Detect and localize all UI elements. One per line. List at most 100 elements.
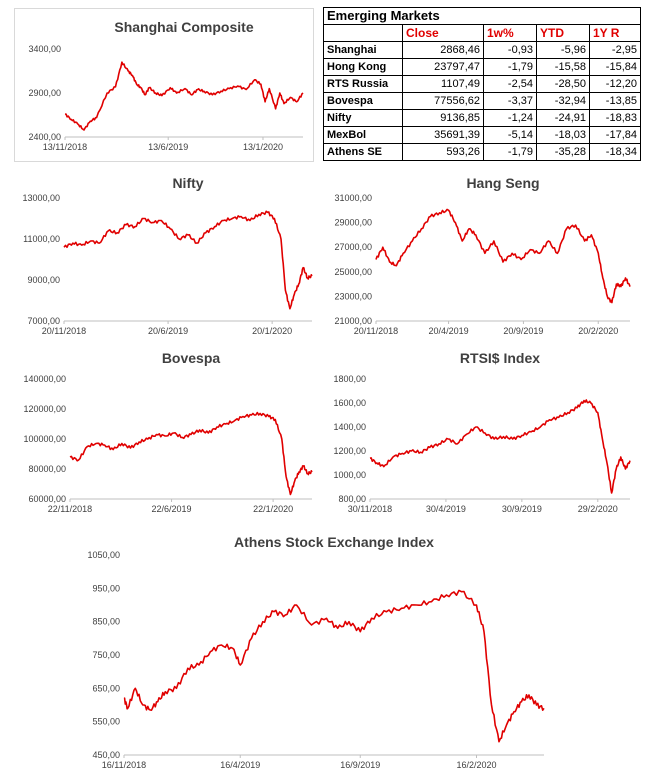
rtsi-ytick: 1200,00 — [333, 446, 366, 456]
table-title-row: Emerging Markets — [323, 7, 641, 25]
row-close: 2868,46 — [402, 41, 484, 59]
rtsi-ytick: 800,00 — [338, 494, 366, 504]
shanghai-title: Shanghai Composite — [114, 19, 253, 35]
rtsi-ytick: 1400,00 — [333, 422, 366, 432]
row-1yr: -12,20 — [589, 75, 641, 93]
rtsi-chart: RTSI$ Index 1800,00 1600,00 1400,00 1200,00 1… — [320, 343, 638, 521]
header-close: Close — [402, 24, 484, 42]
row-1yr: -15,84 — [589, 58, 641, 76]
athens-ytick: 650,00 — [92, 683, 120, 693]
athens-ytick: 550,00 — [92, 717, 120, 727]
nifty-xtick: 20/1/2020 — [252, 326, 292, 336]
row-ytd: -18,03 — [536, 126, 590, 144]
header-1w: 1w% — [483, 24, 537, 42]
row-close: 1107,49 — [402, 75, 484, 93]
row-name: Bovespa — [323, 92, 403, 110]
nifty-series-line — [63, 210, 313, 310]
rtsi-xtick: 29/2/2020 — [578, 504, 618, 514]
athens-xtick: 16/2/2020 — [456, 760, 496, 770]
shanghai-ytick: 2900,00 — [28, 88, 61, 98]
shanghai-xtick: 13/6/2019 — [148, 142, 188, 152]
row-name: MexBol — [323, 126, 403, 144]
hangseng-ytick: 21000,00 — [334, 316, 372, 326]
row-name: RTS Russia — [323, 75, 403, 93]
bovespa-ytick: 120000,00 — [23, 404, 66, 414]
rtsi-ytick: 1000,00 — [333, 470, 366, 480]
hangseng-svg: Hang Seng 31000,00 29000,00 27000,00 25000,0… — [334, 175, 631, 336]
nifty-ytick: 13000,00 — [22, 193, 60, 203]
hangseng-xtick: 20/11/2018 — [354, 326, 398, 336]
shanghai-series-line — [64, 61, 304, 131]
shanghai-xtick: 13/11/2018 — [43, 142, 87, 152]
rtsi-xtick: 30/9/2019 — [502, 504, 542, 514]
hangseng-xtick: 20/4/2019 — [429, 326, 469, 336]
header-1yr: 1Y R — [589, 24, 641, 42]
hangseng-ytick: 25000,00 — [334, 267, 372, 277]
table-row: Nifty 9136,85 -1,24 -24,91 -18,83 — [323, 109, 641, 127]
row-name: Hong Kong — [323, 58, 403, 76]
bovespa-series-line — [69, 411, 313, 496]
athens-xtick: 16/11/2018 — [102, 760, 146, 770]
athens-ytick: 750,00 — [92, 650, 120, 660]
athens-ytick: 1050,00 — [87, 550, 120, 560]
nifty-xtick: 20/11/2018 — [42, 326, 86, 336]
row-close: 35691,39 — [402, 126, 484, 144]
hangseng-ytick: 23000,00 — [334, 291, 372, 301]
row-1yr: -18,83 — [589, 109, 641, 127]
row-ytd: -32,94 — [536, 92, 590, 110]
table-row: Athens SE 593,26 -1,79 -35,28 -18,34 — [323, 143, 641, 161]
nifty-ytick: 7000,00 — [27, 316, 60, 326]
athens-chart: Athens Stock Exchange Index 1050,00 950,00… — [44, 527, 604, 779]
bovespa-chart: Bovespa 140000,00 120000,00 100000,00 80000,… — [8, 343, 318, 521]
table-title: Emerging Markets — [323, 7, 641, 25]
bovespa-ytick: 80000,00 — [28, 464, 66, 474]
hangseng-ytick: 29000,00 — [334, 218, 372, 228]
row-name: Shanghai — [323, 41, 403, 59]
athens-series-line — [123, 589, 545, 743]
row-1yr: -2,95 — [589, 41, 641, 59]
athens-ytick: 850,00 — [92, 617, 120, 627]
shanghai-chart: Shanghai Composite 3400,00 2900,00 2400,00 1… — [15, 9, 311, 159]
athens-xtick: 16/4/2019 — [220, 760, 260, 770]
row-1w: -1,79 — [483, 143, 537, 161]
row-close: 9136,85 — [402, 109, 484, 127]
bovespa-ytick: 100000,00 — [23, 434, 66, 444]
row-1yr: -18,34 — [589, 143, 641, 161]
row-1yr: -17,84 — [589, 126, 641, 144]
row-1w: -1,79 — [483, 58, 537, 76]
rtsi-xtick: 30/4/2019 — [426, 504, 466, 514]
bovespa-xtick: 22/1/2020 — [253, 504, 293, 514]
rtsi-xtick: 30/11/2018 — [348, 504, 392, 514]
bovespa-ytick: 60000,00 — [28, 494, 66, 504]
row-1w: -3,37 — [483, 92, 537, 110]
nifty-ytick: 9000,00 — [27, 275, 60, 285]
nifty-title: Nifty — [172, 175, 203, 191]
row-1w: -5,14 — [483, 126, 537, 144]
hangseng-ytick: 31000,00 — [334, 193, 372, 203]
bovespa-ytick: 140000,00 — [23, 374, 66, 384]
row-close: 593,26 — [402, 143, 484, 161]
athens-xtick: 16/9/2019 — [340, 760, 380, 770]
table-row: MexBol 35691,39 -5,14 -18,03 -17,84 — [323, 126, 641, 144]
shanghai-chart-frame — [14, 8, 314, 162]
header-ytd: YTD — [536, 24, 590, 42]
bovespa-xtick: 22/11/2018 — [48, 504, 92, 514]
row-close: 77556,62 — [402, 92, 484, 110]
shanghai-xtick: 13/1/2020 — [243, 142, 283, 152]
table-header-row: Close 1w% YTD 1Y R — [323, 24, 641, 42]
nifty-svg: Nifty 13000,00 11000,00 9000,00 7000,0020/11… — [22, 175, 313, 336]
row-1w: -0,93 — [483, 41, 537, 59]
hangseng-title: Hang Seng — [466, 175, 539, 191]
row-ytd: -28,50 — [536, 75, 590, 93]
hangseng-xtick: 20/9/2019 — [503, 326, 543, 336]
hangseng-chart: Hang Seng 31000,00 29000,00 27000,00 25000,0… — [320, 168, 638, 343]
hangseng-series-line — [375, 208, 631, 304]
table-row: Shanghai 2868,46 -0,93 -5,96 -2,95 — [323, 41, 641, 59]
row-1w: -1,24 — [483, 109, 537, 127]
row-close: 23797,47 — [402, 58, 484, 76]
hangseng-ytick: 27000,00 — [334, 242, 372, 252]
rtsi-ytick: 1600,00 — [333, 398, 366, 408]
row-ytd: -35,28 — [536, 143, 590, 161]
bovespa-svg: Bovespa 140000,00 120000,00 100000,00 80000,… — [23, 350, 313, 514]
hangseng-xtick: 20/2/2020 — [578, 326, 618, 336]
